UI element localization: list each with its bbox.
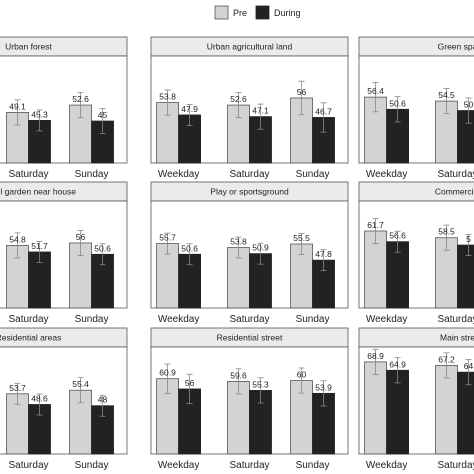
data-label-pre: 53.8 <box>230 237 247 247</box>
data-label-during: 45 <box>98 110 108 120</box>
panel-title: Green spa <box>438 42 474 52</box>
x-tick-label: Saturday <box>437 460 474 471</box>
data-label-during: 64.9 <box>389 359 406 369</box>
data-label-during: 56.6 <box>389 231 406 241</box>
x-tick-label: Weekday <box>158 169 200 180</box>
panels: Urban forest949.145.3Saturday52.645Sunda… <box>0 36 474 471</box>
data-label-during: 45.3 <box>31 109 48 119</box>
panel-title: Commercial <box>435 187 474 197</box>
panel: Commercial 61.7 56.6 Weekday 58.5 5 Saturday <box>358 181 474 325</box>
data-label-pre: 56 <box>76 232 86 242</box>
data-label-pre: 52.6 <box>230 94 247 104</box>
data-label-pre: 54.8 <box>9 234 26 244</box>
data-label-pre: 54.5 <box>438 90 455 100</box>
x-tick-label: Weekday <box>158 460 200 471</box>
x-tick-label: Saturday <box>229 314 269 325</box>
panel-title: Residential street <box>217 333 283 343</box>
data-label-during: 46.7 <box>315 106 332 116</box>
data-label-pre: 55.5 <box>293 233 310 243</box>
data-label-during: 56 <box>185 378 195 388</box>
data-label-pre: 60 <box>297 370 307 380</box>
data-label-during: 50.6 <box>389 98 406 108</box>
data-label-pre: 56.4 <box>367 86 384 96</box>
x-tick-label: Saturday <box>437 169 474 180</box>
data-label-pre: 67.2 <box>438 354 455 364</box>
x-tick-label: Saturday <box>8 314 48 325</box>
data-label-during: 55.3 <box>252 379 269 389</box>
panel-title: Urban agricultural land <box>207 42 293 52</box>
data-label-during: 47.8 <box>315 249 332 259</box>
data-label-pre: 56 <box>297 87 307 97</box>
x-tick-label: Weekday <box>158 314 200 325</box>
panel-title: Small garden near house <box>0 187 76 197</box>
panel-title: Residential areas <box>0 333 61 343</box>
legend: Pre During <box>214 5 301 20</box>
data-label-pre: 55.4 <box>72 379 89 389</box>
data-label-during: 48 <box>98 395 108 405</box>
data-label-during: 51.7 <box>31 241 48 251</box>
panel-title: Play or sportsground <box>210 187 289 197</box>
x-tick-label: Weekday <box>366 314 408 325</box>
data-label-during: 47.9 <box>181 104 198 114</box>
data-label-pre: 53.7 <box>9 383 26 393</box>
x-tick-label: Saturday <box>229 460 269 471</box>
x-tick-label: Sunday <box>296 169 330 180</box>
panel: Urban forest949.145.3Saturday52.645Sunda… <box>0 36 128 180</box>
bar-during <box>457 244 474 309</box>
data-label-during: 48.6 <box>31 393 48 403</box>
panel: Small garden near house654.851.7Saturday… <box>0 181 128 325</box>
data-label-pre: 59.6 <box>230 370 247 380</box>
bar-pre <box>435 365 458 455</box>
bar-during <box>457 110 474 164</box>
x-tick-label: Weekday <box>366 460 408 471</box>
data-label-during: 50.9 <box>252 243 269 253</box>
data-label-during: 5 <box>466 234 471 244</box>
panel: Green spa 56.4 50.6 Weekday 54.5 50 Saturday <box>358 36 474 180</box>
x-tick-label: Sunday <box>75 314 109 325</box>
panel: Play or sportsground 55.7 50.6 Weekday 53.8 5… <box>150 181 349 325</box>
data-label-during: 47.1 <box>252 106 269 116</box>
x-tick-label: Sunday <box>75 460 109 471</box>
panel: Main stre 68.9 64.9 Weekday 67.2 64 Saturday <box>358 327 474 471</box>
legend-swatch-pre <box>214 5 229 20</box>
x-tick-label: Saturday <box>8 169 48 180</box>
bar-pre <box>364 361 387 455</box>
x-tick-label: Saturday <box>229 169 269 180</box>
data-label-pre: 68.9 <box>367 351 384 361</box>
panel-title: Main stre <box>440 333 474 343</box>
panel: Residential street 60.9 56 Weekday 59.6 55.3 S… <box>150 327 349 471</box>
data-label-during: 53.9 <box>315 382 332 392</box>
data-label-pre: 61.7 <box>367 220 384 230</box>
data-label-pre: 58.5 <box>438 227 455 237</box>
legend-label-during: During <box>274 8 301 18</box>
x-tick-label: Weekday <box>366 169 408 180</box>
panel: Urban agricultural land 53.8 47.9 Weekday 52… <box>150 36 349 180</box>
panel: Residential areas753.748.6Saturday55.448… <box>0 327 128 471</box>
panel-title: Urban forest <box>5 42 52 52</box>
data-label-during: 50 <box>464 100 474 110</box>
x-tick-label: Sunday <box>296 314 330 325</box>
x-tick-label: Sunday <box>75 169 109 180</box>
data-label-during: 64 <box>464 361 474 371</box>
data-label-during: 50.6 <box>181 243 198 253</box>
x-tick-label: Saturday <box>437 314 474 325</box>
legend-swatch-during <box>255 5 270 20</box>
data-label-pre: 49.1 <box>9 101 26 111</box>
data-label-pre: 52.6 <box>72 94 89 104</box>
x-tick-label: Sunday <box>296 460 330 471</box>
data-label-pre: 55.7 <box>159 233 176 243</box>
data-label-pre: 53.8 <box>159 92 176 102</box>
legend-label-pre: Pre <box>233 8 247 18</box>
x-tick-label: Saturday <box>8 460 48 471</box>
data-label-pre: 60.9 <box>159 368 176 378</box>
data-label-during: 50.6 <box>94 243 111 253</box>
